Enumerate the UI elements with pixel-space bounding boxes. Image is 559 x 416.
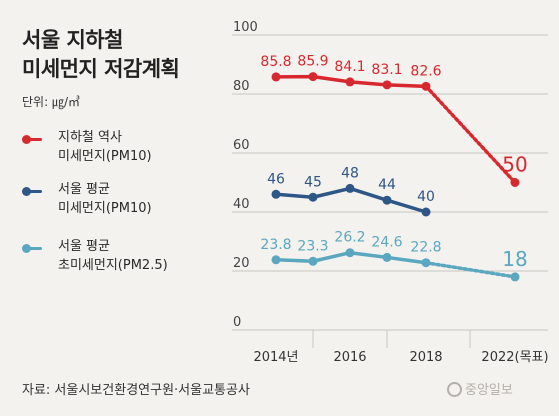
y-tick-label: 60 [233, 138, 250, 153]
data-point [421, 207, 431, 217]
data-point [271, 255, 281, 265]
target-line [424, 260, 517, 279]
chart-title: 서울 지하철 미세먼지 저감계획 [22, 26, 180, 84]
legend-label-line: 서울 평균 [58, 182, 110, 197]
y-tick-label: 0 [233, 315, 241, 330]
y-tick-label: 100 [233, 20, 258, 35]
y-tick-label: 80 [233, 79, 250, 94]
target-label: 18 [502, 247, 527, 271]
legend-label-line: 초미세먼지(PM2.5) [58, 258, 168, 273]
x-tick-label: 2022(목표) [481, 350, 548, 365]
chart-title-line-1: 서울 지하철 [22, 28, 123, 52]
data-point [382, 252, 392, 262]
data-point [308, 256, 318, 266]
data-point [345, 183, 355, 193]
logo-icon [447, 382, 462, 397]
data-label: 85.9 [297, 54, 328, 70]
data-point [421, 258, 431, 268]
legend-label-line: 지하철 역사 [58, 130, 122, 145]
legend-label-line: 미세먼지(PM10) [58, 201, 152, 216]
data-point [382, 195, 392, 205]
target-point [510, 178, 520, 187]
data-label: 83.1 [371, 62, 402, 78]
data-point [345, 248, 355, 258]
y-tick-label: 20 [233, 256, 250, 271]
target-point [510, 272, 520, 282]
x-tick-label: 2014년 [253, 350, 298, 365]
chart-title-line-2: 미세먼지 저감계획 [22, 57, 180, 81]
data-point [308, 72, 318, 82]
data-point [421, 81, 431, 91]
data-label: 26.2 [334, 230, 365, 246]
data-point [271, 189, 281, 199]
data-point [308, 192, 318, 202]
data-point [271, 72, 281, 82]
data-label: 82.6 [410, 63, 441, 79]
data-label: 45 [304, 174, 322, 190]
data-label: 23.8 [260, 237, 291, 253]
target-label: 50 [502, 153, 527, 177]
source-note: 자료: 서울시보건환경연구원·서울교통공사 [22, 383, 250, 398]
data-label: 44 [378, 177, 396, 193]
data-label: 40 [417, 189, 435, 205]
x-tick-label: 2016 [333, 350, 366, 365]
legend-marker-red [22, 135, 42, 144]
y-tick-label: 40 [233, 197, 250, 212]
data-label: 23.3 [297, 238, 328, 254]
data-label: 85.8 [260, 54, 291, 70]
legend-label-line: 서울 평균 [58, 239, 110, 254]
legend-label-line: 미세먼지(PM10) [58, 149, 152, 164]
publisher-logo: 중앙일보 [447, 379, 513, 398]
data-label: 24.6 [371, 234, 402, 250]
data-label: 22.8 [410, 240, 441, 256]
x-tick-label: 2018 [409, 350, 442, 365]
logo-text: 중앙일보 [465, 383, 513, 398]
data-label: 46 [267, 171, 285, 187]
legend-marker-navy [22, 187, 42, 196]
data-point [345, 77, 355, 87]
unit-label: 단위: ㎍/㎥ [22, 95, 80, 109]
data-label: 84.1 [334, 59, 365, 75]
data-label: 48 [341, 165, 359, 181]
target-line [424, 84, 517, 185]
legend-marker-teal [22, 244, 42, 253]
data-point [382, 80, 392, 90]
